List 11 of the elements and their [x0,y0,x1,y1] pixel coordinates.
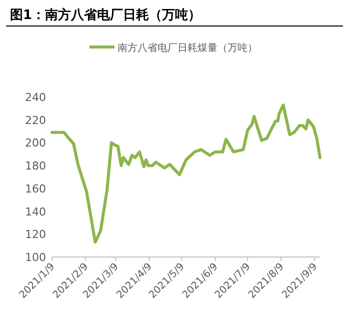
y-tick-label: 180 [25,160,46,173]
y-tick-label: 120 [25,228,46,242]
y-tick-label: 140 [25,205,46,218]
chart-title: 图1：南方八省电厂日耗（万吨） [10,7,202,23]
y-tick-label: 220 [25,114,46,127]
y-tick-label: 240 [25,91,46,104]
y-tick-label: 160 [25,182,46,196]
y-tick-label: 200 [25,136,46,150]
legend-label: 南方八省电厂日耗煤量（万吨） [118,42,258,54]
line-series [50,104,322,244]
y-tick-label: 100 [25,251,46,264]
